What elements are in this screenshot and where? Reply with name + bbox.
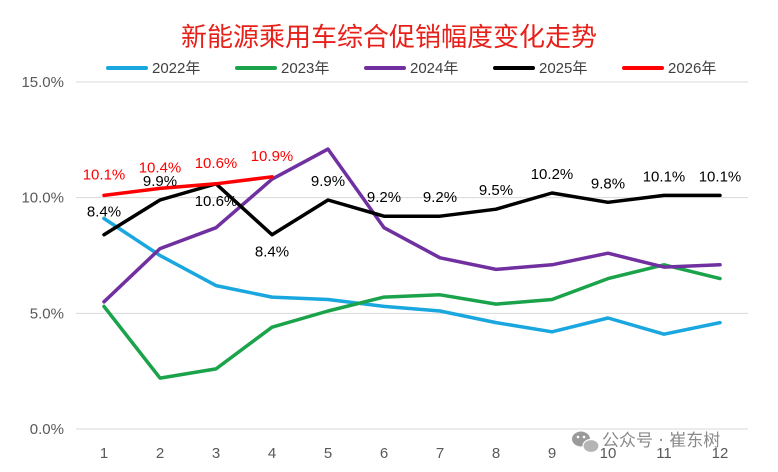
legend-label: 2026年 [668, 60, 716, 77]
y-tick-label: 5.0% [30, 305, 64, 322]
legend-label: 2022年 [152, 60, 200, 77]
data-label: 10.6% [195, 193, 238, 210]
x-tick-label: 5 [324, 445, 332, 462]
legend: 2022年 2023年 2024年 2025年 2026年 [106, 60, 716, 77]
data-label: 10.6% [195, 155, 238, 172]
x-tick-label: 7 [436, 445, 444, 462]
x-tick-label: 3 [212, 445, 220, 462]
x-tick-label: 12 [712, 445, 729, 462]
legend-label: 2023年 [281, 60, 329, 77]
series-line [102, 175, 274, 198]
legend-label: 2025年 [539, 60, 587, 77]
x-tick-label: 11 [656, 445, 672, 462]
series-line [102, 147, 722, 304]
watermark: 公众号 · 崔东树 [572, 431, 720, 454]
chart-title: 新能源乘用车综合促销幅度变化走势 [181, 23, 597, 53]
y-tick-label: 15.0% [21, 74, 64, 91]
data-label: 9.8% [591, 175, 625, 192]
data-label: 9.2% [367, 189, 401, 206]
grid-lines [76, 81, 748, 430]
data-label: 8.4% [87, 204, 121, 221]
data-label: 10.1% [83, 166, 126, 183]
x-tick-label: 9 [548, 445, 556, 462]
y-tick-label: 0.0% [30, 421, 64, 438]
data-label: 9.9% [143, 173, 177, 190]
data-label: 10.1% [643, 168, 686, 185]
x-axis-ticks: 1 2 3 4 5 6 7 8 9 10 11 12 [100, 445, 729, 462]
data-label: 10.4% [139, 159, 182, 176]
data-label: 9.5% [479, 182, 513, 199]
data-labels: 8.4% 9.9% 10.6% 8.4% 9.9% 9.2% 9.2% 9.5% 10.2% 9.… [83, 148, 742, 261]
x-tick-label: 8 [492, 445, 500, 462]
series-lines [102, 147, 722, 380]
x-tick-label: 4 [268, 445, 276, 462]
data-label: 9.9% [311, 173, 345, 190]
watermark-text: 公众号 · 崔东树 [602, 431, 720, 451]
x-tick-label: 1 [100, 445, 108, 462]
data-label: 10.2% [531, 166, 574, 183]
data-label: 8.4% [255, 244, 289, 261]
x-tick-label: 6 [380, 445, 388, 462]
x-tick-label: 10 [600, 445, 617, 462]
series-line [102, 182, 722, 237]
data-label: 10.1% [699, 168, 742, 185]
y-axis-ticks: 0.0% 5.0% 10.0% 15.0% [21, 74, 64, 438]
series-line [102, 216, 722, 336]
series-line [102, 263, 722, 380]
data-label: 10.9% [251, 148, 294, 165]
y-tick-label: 10.0% [21, 190, 64, 207]
wechat-icon [572, 431, 600, 454]
legend-label: 2024年 [410, 60, 458, 77]
data-label: 9.2% [423, 189, 457, 206]
x-tick-label: 2 [156, 445, 164, 462]
